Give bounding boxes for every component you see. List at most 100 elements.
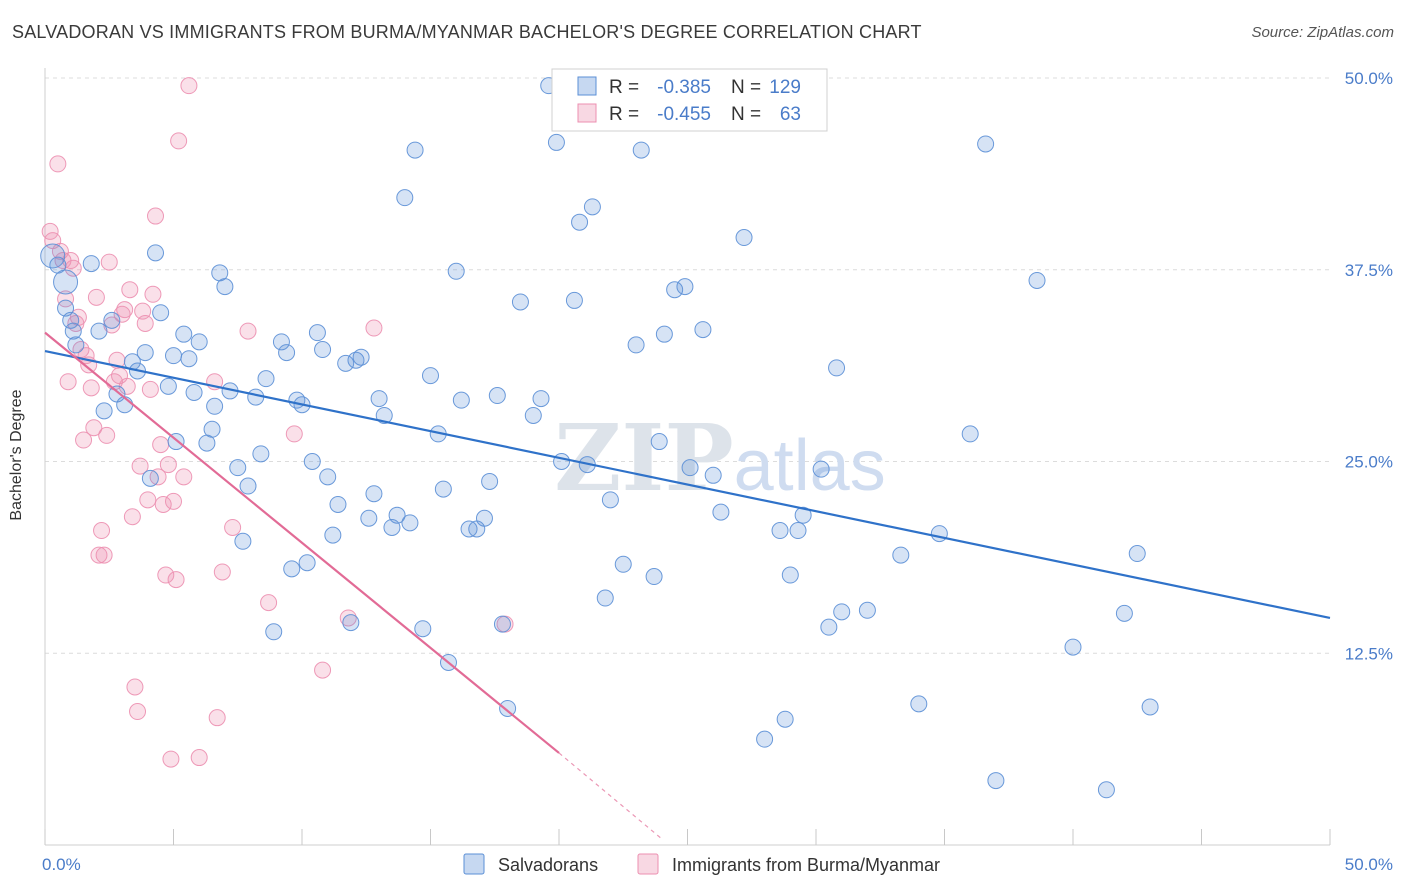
scatter-point-burma (260, 594, 278, 612)
axes (44, 68, 1331, 846)
scatter-point-burma (49, 155, 67, 173)
scatter-point-salvadoran (229, 459, 247, 477)
scatter-point-salvadoran (337, 354, 355, 372)
scatter-point-salvadoran (704, 466, 722, 484)
scatter-point-salvadoran (370, 390, 388, 408)
scatter-point-salvadoran (308, 324, 326, 342)
scatter-point-salvadoran (596, 589, 614, 607)
scatter-point-burma (365, 319, 383, 337)
scatter-point-salvadoran (434, 480, 452, 498)
scatter-point-burma (59, 373, 77, 391)
bottom-legend: Salvadorans Immigrants from Burma/Myanmar (463, 853, 940, 875)
scatter-point-salvadoran (278, 344, 296, 362)
scatter-point-salvadoran (342, 614, 360, 632)
scatter-point-salvadoran (571, 213, 589, 231)
y-tick-label: 12.5% (1345, 644, 1393, 663)
legend-swatch (637, 853, 659, 875)
scatter-point-salvadoran (794, 506, 812, 524)
scatter-point-burma (213, 563, 231, 581)
scatter-point-salvadoran (95, 402, 113, 420)
scatter-point-salvadoran (481, 472, 499, 490)
scatter-point-salvadoran (892, 546, 910, 564)
scatter-point-salvadoran (53, 269, 79, 295)
scatter-point-salvadoran (694, 321, 712, 339)
scatter-point-salvadoran (833, 603, 851, 621)
legend-swatch (463, 853, 485, 875)
scatter-point-salvadoran (234, 532, 252, 550)
scatter-point-salvadoran (64, 322, 82, 340)
scatter-point-salvadoran (781, 566, 799, 584)
trend-lines (44, 331, 1331, 840)
scatter-point-salvadoran (452, 391, 470, 409)
scatter-point-salvadoran (961, 425, 979, 443)
scatter-point-salvadoran (553, 453, 571, 470)
scatter-point-salvadoran (1128, 545, 1146, 563)
scatter-point-burma (152, 436, 170, 454)
scatter-point-burma (82, 379, 100, 397)
scatter-point-salvadoran (324, 526, 342, 544)
scatter-point-burma (136, 314, 154, 332)
scatter-point-salvadoran (447, 262, 465, 280)
y-tick-label: 37.5% (1345, 261, 1393, 280)
scatter-point-salvadoran (1141, 698, 1159, 716)
scatter-point-salvadoran (583, 198, 601, 216)
scatter-point-burma (100, 253, 118, 271)
scatter-point-salvadoran (524, 406, 542, 424)
scatter-point-salvadoran (239, 477, 257, 495)
scatter-point-salvadoran (401, 514, 419, 532)
scatter-point-burma (159, 456, 177, 474)
scatter-point-salvadoran (681, 459, 699, 477)
scatter-point-salvadoran (735, 229, 753, 247)
scatter-point-salvadoran (627, 336, 645, 354)
scatter-point-salvadoran (601, 491, 619, 509)
series-salvadorans-points (40, 77, 1159, 799)
scatter-point-salvadoran (175, 325, 193, 343)
scatter-point-salvadoran (165, 347, 182, 365)
scatter-point-salvadoran (303, 453, 321, 470)
trend-line-salvadorans (44, 349, 1331, 620)
scatter-point-salvadoran (547, 133, 565, 151)
x-tick-label-start: 0.0% (42, 855, 81, 874)
scatter-point-salvadoran (216, 278, 234, 296)
scatter-point-burma (141, 380, 159, 398)
scatter-point-salvadoran (676, 278, 694, 296)
scatter-point-salvadoran (655, 325, 673, 343)
scatter-point-burma (170, 132, 188, 150)
scatter-point-salvadoran (82, 255, 100, 273)
scatter-point-salvadoran (352, 348, 370, 366)
scatter-point-salvadoran (930, 525, 948, 543)
y-tick-label: 50.0% (1345, 69, 1393, 88)
scatter-point-burma (239, 322, 257, 340)
scatter-point-salvadoran (771, 522, 789, 540)
scatter-point-burma (314, 661, 332, 679)
scatter-point-salvadoran (388, 506, 406, 524)
scatter-point-salvadoran (67, 336, 85, 354)
scatter-point-burma (190, 749, 208, 767)
stats-legend-swatch (577, 103, 597, 123)
scatter-point-burma (147, 207, 165, 225)
scatter-point-salvadoran (203, 420, 221, 438)
scatter-point-salvadoran (40, 243, 66, 269)
scatter-point-burma (165, 492, 182, 510)
stats-n-label: N = (731, 104, 761, 125)
stats-n-label: N = (731, 77, 761, 98)
scatter-point-salvadoran (756, 730, 774, 748)
stats-legend-box: R = -0.385 N = 129 R = -0.455 N = 63 (551, 68, 828, 132)
stats-legend-frame (551, 68, 828, 132)
scatter-point-salvadoran (488, 387, 506, 405)
scatter-point-burma (131, 457, 149, 475)
scatter-point-salvadoran (977, 135, 995, 153)
scatter-point-salvadoran (141, 469, 159, 487)
scatter-point-salvadoran (632, 141, 650, 159)
scatter-point-salvadoran (283, 560, 301, 578)
scatter-point-salvadoran (103, 311, 121, 329)
scatter-point-salvadoran (147, 244, 165, 262)
scatter-point-salvadoran (532, 390, 550, 408)
scatter-point-burma (93, 522, 111, 540)
scatter-point-salvadoran (257, 370, 275, 388)
scatter-point-burma (95, 546, 113, 564)
scatter-point-salvadoran (265, 623, 283, 641)
legend-label: Immigrants from Burma/Myanmar (672, 855, 940, 875)
scatter-point-burma (126, 678, 144, 696)
